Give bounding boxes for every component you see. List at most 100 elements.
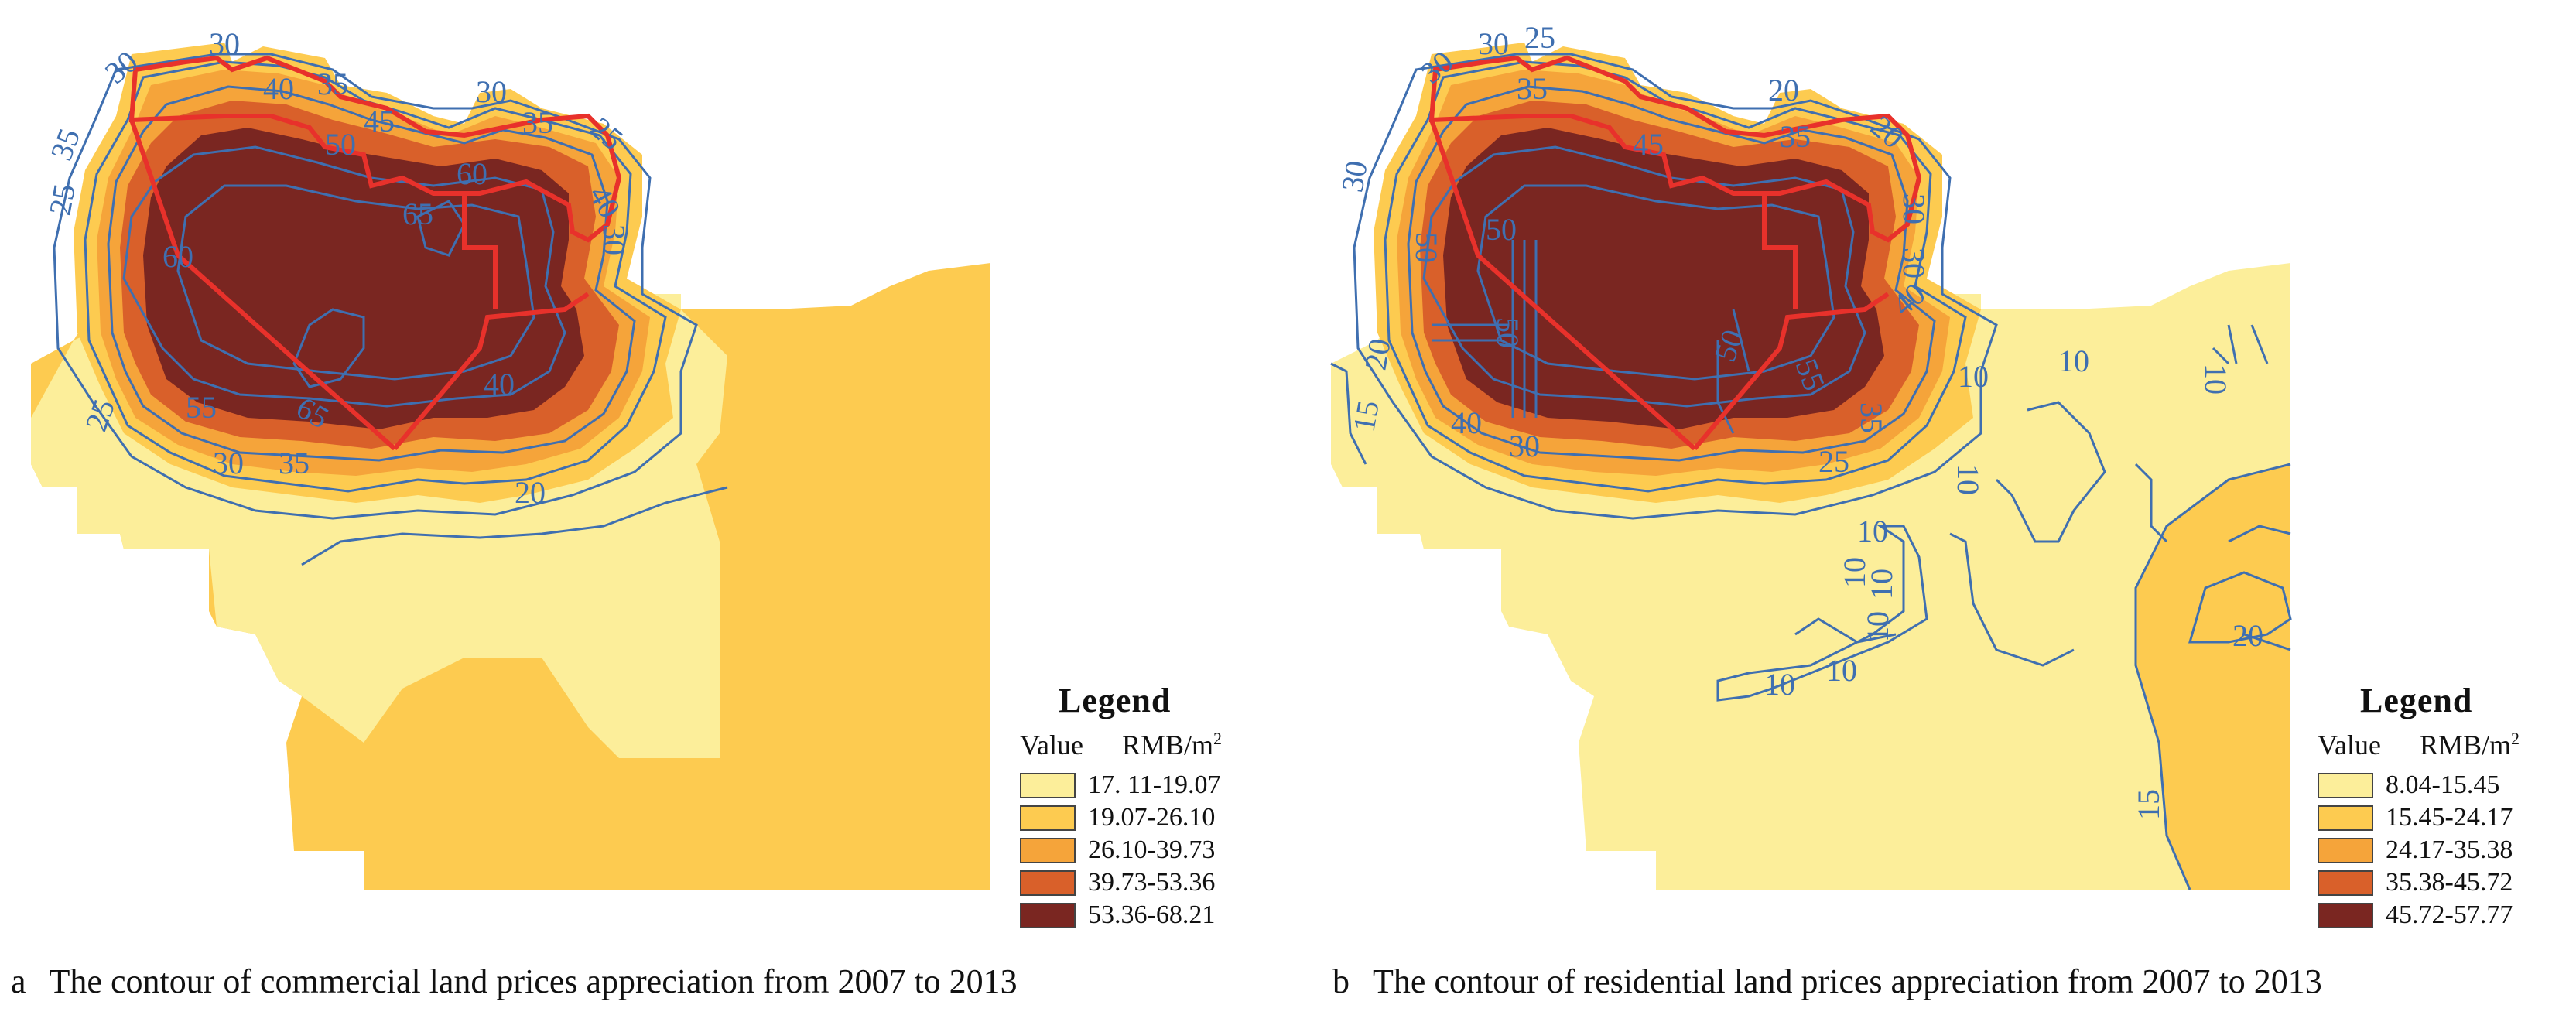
map-orange-region xyxy=(2136,464,2290,890)
contour-label: 10 xyxy=(1951,464,1986,495)
contour-label: 50 xyxy=(1490,317,1525,348)
contour-label: 35 xyxy=(317,67,348,101)
legend-range: 15.45-24.17 xyxy=(2386,803,2513,832)
map-residential: 30 25 30 35 20 20 45 35 30 30 50 50 50 3… xyxy=(1330,20,2292,890)
legend-range: 17. 11-19.07 xyxy=(1088,771,1221,799)
legend-item: 8.04-15.45 xyxy=(2318,771,2499,800)
legend-item: 17. 11-19.07 xyxy=(1020,771,1221,800)
contour-label: 25 xyxy=(1818,444,1849,479)
contour-label: 65 xyxy=(402,197,433,231)
legend-item: 24.17-35.38 xyxy=(2318,836,2513,865)
legend-item: 45.72-57.77 xyxy=(2318,901,2513,930)
contour-label: 60 xyxy=(457,156,487,191)
legend-range: 26.10-39.73 xyxy=(1088,836,1216,864)
contour-label: 30 xyxy=(597,224,631,255)
legend-range: 24.17-35.38 xyxy=(2386,836,2513,864)
caption-a: a The contour of commercial land prices a… xyxy=(11,962,1018,1001)
panel-b: 30 25 30 35 20 20 45 35 30 30 50 50 50 3… xyxy=(1315,0,2576,1015)
legend-value-label: Value xyxy=(1020,730,1083,760)
legend-range: 53.36-68.21 xyxy=(1088,901,1216,929)
legend-title: Legend xyxy=(2360,682,2473,719)
contour-label: 10 xyxy=(1857,514,1888,549)
contour-label: 10 xyxy=(1764,667,1795,702)
legend-item: 53.36-68.21 xyxy=(1020,901,1215,930)
contour-label: 25 xyxy=(1524,20,1555,55)
contour-label: 40 xyxy=(1451,405,1482,440)
contour-label: 30 xyxy=(1335,158,1374,194)
legend-header: Value RMB/m2 xyxy=(2318,729,2520,761)
contour-label: 45 xyxy=(364,104,395,138)
legend-title: Legend xyxy=(1059,682,1172,719)
contour-label: 30 xyxy=(1509,429,1540,463)
legend-item: 19.07-26.10 xyxy=(1020,803,1215,832)
contour-label: 35 xyxy=(522,105,553,140)
legend-swatch xyxy=(1020,772,1076,798)
caption-letter: a xyxy=(11,962,26,1000)
contour-label: 10 xyxy=(1837,557,1872,588)
legend-value-label: Value xyxy=(2318,730,2381,760)
contour-label: 25 xyxy=(43,181,82,217)
legend-swatch xyxy=(2318,805,2373,831)
legend-range: 39.73-53.36 xyxy=(1088,868,1216,897)
legend-swatch xyxy=(1020,870,1076,896)
panel-a: 30 30 40 35 45 50 30 35 25 60 65 40 30 3… xyxy=(11,26,1283,1001)
map-commercial: 30 30 40 35 45 50 30 35 25 60 65 40 30 3… xyxy=(31,26,990,890)
district-boundaries xyxy=(128,55,622,451)
district-boundaries xyxy=(1428,55,1922,451)
caption-letter: b xyxy=(1332,962,1350,1000)
legend-item: 35.38-45.72 xyxy=(2318,868,2513,897)
legend-unit-label: RMB/m2 xyxy=(1121,729,1223,760)
contour-label: 50 xyxy=(1486,212,1517,247)
legend-swatch xyxy=(1020,805,1076,831)
contour-label: 40 xyxy=(263,71,294,106)
legend-a: Legend Value RMB/m2 17. 11-19.07 19.07-26… xyxy=(1020,681,1283,936)
legend-swatch xyxy=(1020,837,1076,863)
contour-lines xyxy=(53,53,728,566)
contour-label: 30 xyxy=(1897,193,1931,224)
legend-range: 8.04-15.45 xyxy=(2386,771,2500,799)
contour-label: 40 xyxy=(484,367,515,402)
legend-swatch xyxy=(1020,902,1076,928)
legend-b: Legend Value RMB/m2 8.04-15.45 15.45-24.1… xyxy=(2318,681,2573,936)
legend-item: 39.73-53.36 xyxy=(1020,868,1215,897)
contour-label: 35 xyxy=(1517,71,1548,106)
caption-b: b The contour of residential land prices … xyxy=(1332,962,2322,1001)
contour-label: 50 xyxy=(1409,232,1444,263)
contour-label: 10 xyxy=(1958,359,1989,394)
legend-range: 35.38-45.72 xyxy=(2386,868,2513,897)
legend-item: 26.10-39.73 xyxy=(1020,836,1215,865)
contour-label: 20 xyxy=(2232,618,2263,653)
legend-item: 15.45-24.17 xyxy=(2318,803,2513,832)
legend-swatch xyxy=(2318,837,2373,863)
contour-label: 10 xyxy=(1864,569,1899,600)
contour-label: 30 xyxy=(1478,26,1509,61)
legend-header: Value RMB/m2 xyxy=(1020,729,1222,761)
contour-label: 30 xyxy=(1897,248,1931,279)
contour-label: 35 xyxy=(1854,402,1889,433)
contour-label: 60 xyxy=(162,239,193,274)
contour-label: 35 xyxy=(43,124,87,165)
contour-label: 50 xyxy=(325,127,356,162)
contour-label: 20 xyxy=(515,475,546,510)
contour-label: 30 xyxy=(476,74,507,109)
caption-text: The contour of residential land prices a… xyxy=(1373,962,2322,1000)
contour-label: 15 xyxy=(2131,789,2166,820)
contour-label: 30 xyxy=(213,446,244,480)
legend-swatch xyxy=(2318,772,2373,798)
contour-label: 30 xyxy=(209,26,240,61)
legend-range: 19.07-26.10 xyxy=(1088,803,1216,832)
contour-label: 15 xyxy=(1346,398,1386,434)
contour-label: 10 xyxy=(1860,611,1895,642)
contour-label: 55 xyxy=(186,390,217,425)
legend-swatch xyxy=(2318,870,2373,896)
contour-label: 10 xyxy=(1826,653,1857,688)
contour-label: 10 xyxy=(2198,364,2233,395)
contour-label: 35 xyxy=(279,446,310,480)
contour-label: 20 xyxy=(1358,336,1397,372)
legend-range: 45.72-57.77 xyxy=(2386,901,2513,929)
contour-lines xyxy=(1330,53,2292,890)
legend-swatch xyxy=(2318,902,2373,928)
contour-label: 10 xyxy=(2058,343,2089,378)
caption-text: The contour of commercial land prices ap… xyxy=(49,962,1018,1000)
legend-unit-label: RMB/m2 xyxy=(2419,729,2520,760)
